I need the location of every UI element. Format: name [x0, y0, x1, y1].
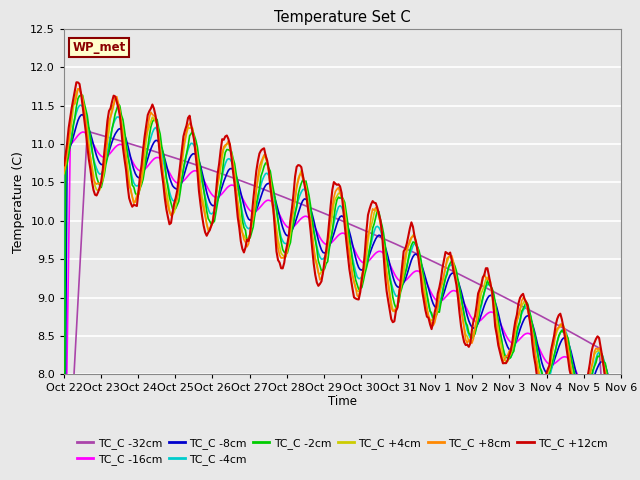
Text: WP_met: WP_met [72, 41, 125, 54]
X-axis label: Time: Time [328, 395, 357, 408]
Title: Temperature Set C: Temperature Set C [274, 10, 411, 25]
Legend: TC_C -32cm, TC_C -16cm, TC_C -8cm, TC_C -4cm, TC_C -2cm, TC_C +4cm, TC_C +8cm, T: TC_C -32cm, TC_C -16cm, TC_C -8cm, TC_C … [73, 433, 612, 469]
Y-axis label: Temperature (C): Temperature (C) [12, 151, 25, 252]
